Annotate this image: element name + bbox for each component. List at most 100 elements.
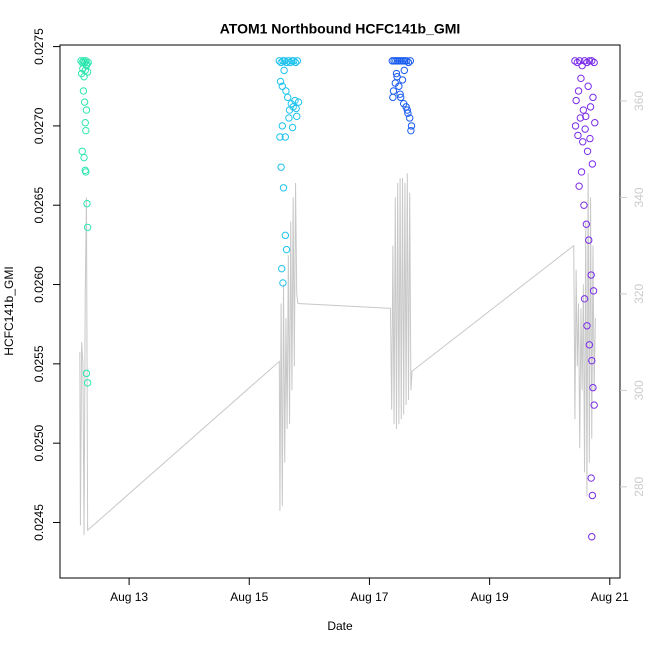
scatter-point xyxy=(582,220,591,228)
scatter-point xyxy=(585,236,593,244)
scatter-point xyxy=(82,106,91,114)
y-tick-label: 0.0245 xyxy=(32,504,46,541)
scatter-point xyxy=(406,57,415,65)
scatter-point xyxy=(80,98,89,106)
scatter-point xyxy=(279,184,288,192)
scatter-point xyxy=(407,122,416,130)
scatter-point xyxy=(83,379,92,387)
scatter-point xyxy=(585,57,594,65)
scatter-point xyxy=(281,57,289,65)
y-tick-label: 0.0250 xyxy=(32,424,46,461)
scatter-point xyxy=(282,87,290,95)
scatter-point xyxy=(83,199,91,208)
scatter-point xyxy=(586,103,595,111)
scatter-point xyxy=(78,147,86,155)
scatter-point xyxy=(588,356,596,365)
scatter-point xyxy=(278,122,287,130)
scatter-point xyxy=(275,57,284,65)
y-tick-label: 0.0260 xyxy=(32,266,46,303)
scatter-point xyxy=(579,138,587,146)
scatter-point xyxy=(277,163,285,171)
scatter-point xyxy=(393,73,401,81)
scatter-point xyxy=(574,87,583,95)
scatter-point xyxy=(82,168,90,176)
scatter-point xyxy=(280,66,288,75)
scatter-point xyxy=(405,114,414,122)
scatter-point xyxy=(576,114,585,122)
y2-tick-label: 360 xyxy=(632,91,646,111)
chart-title: ATOM1 Northbound HCFC141b_GMI xyxy=(220,21,461,37)
scatter-point xyxy=(587,474,595,482)
scatter-point xyxy=(389,87,398,95)
y2-tick-label: 300 xyxy=(632,380,646,400)
scatter-point xyxy=(79,87,88,95)
scatter-point xyxy=(293,112,301,121)
y2-tick-label: 280 xyxy=(632,477,646,497)
scatter-point xyxy=(583,322,591,330)
scatter-point xyxy=(277,58,285,67)
x-tick-label: Aug 17 xyxy=(350,590,388,604)
scatter-point xyxy=(282,58,291,67)
scatter-point xyxy=(583,147,592,155)
y-axis-label: HCFC141b_GMI xyxy=(2,266,16,355)
x-tick-label: Aug 21 xyxy=(591,590,629,604)
scatter-point xyxy=(278,264,286,273)
scatter-point xyxy=(590,401,598,409)
scatter-point xyxy=(279,279,287,287)
scatter-point xyxy=(403,106,411,114)
x-tick-label: Aug 19 xyxy=(471,590,509,604)
x-tick-label: Aug 15 xyxy=(230,590,268,604)
x-axis-label: Date xyxy=(327,619,353,633)
y-tick-label: 0.0255 xyxy=(32,345,46,382)
scatter-point xyxy=(82,369,91,378)
scatter-point xyxy=(589,93,597,102)
scatter-point xyxy=(293,57,302,65)
scatter-point xyxy=(292,104,300,113)
scatter-point xyxy=(399,99,408,108)
scatter-point xyxy=(577,168,586,176)
scatter-point xyxy=(291,58,300,67)
scatter-point xyxy=(407,126,415,135)
scatter-point xyxy=(579,106,588,114)
scatter-point xyxy=(395,82,403,90)
scatter-point xyxy=(402,57,411,65)
scatter-point xyxy=(276,77,285,86)
scatter-point xyxy=(572,96,580,105)
scatter-point xyxy=(577,74,585,83)
scatter-point xyxy=(585,341,594,349)
scatter-point xyxy=(396,93,405,102)
scatter-point xyxy=(80,153,88,162)
scatter-point xyxy=(83,68,92,76)
scatter-point xyxy=(286,58,294,67)
scatter-point xyxy=(82,126,90,135)
scatter-point xyxy=(584,82,592,90)
y-tick-label: 0.0275 xyxy=(32,28,46,65)
scatter-point xyxy=(580,295,589,303)
scatter-point xyxy=(571,122,580,130)
scatter-point xyxy=(589,287,598,295)
y-tick-label: 0.0265 xyxy=(32,187,46,224)
scatter-point xyxy=(281,133,290,141)
x-tick-label: Aug 13 xyxy=(110,590,148,604)
scatter-point xyxy=(291,96,299,105)
scatter-point xyxy=(587,271,595,279)
y-tick-label: 0.0270 xyxy=(32,107,46,144)
scatter-point xyxy=(77,57,85,65)
scatter-point xyxy=(389,93,397,102)
scatter-point xyxy=(404,58,413,67)
scatter-point xyxy=(282,245,291,254)
scatter-point xyxy=(392,69,401,78)
scatter-point xyxy=(404,109,412,117)
line-series xyxy=(79,173,596,536)
scatter-point xyxy=(589,383,597,392)
scatter-point xyxy=(580,201,588,209)
scatter-point xyxy=(575,182,583,190)
scatter-point xyxy=(276,133,284,141)
scatter-point xyxy=(284,93,292,102)
scatter-point xyxy=(294,98,303,106)
scatter-point xyxy=(398,76,407,84)
scatter-point xyxy=(574,131,582,140)
scatter-point xyxy=(288,123,297,132)
scatter-point xyxy=(591,119,599,127)
